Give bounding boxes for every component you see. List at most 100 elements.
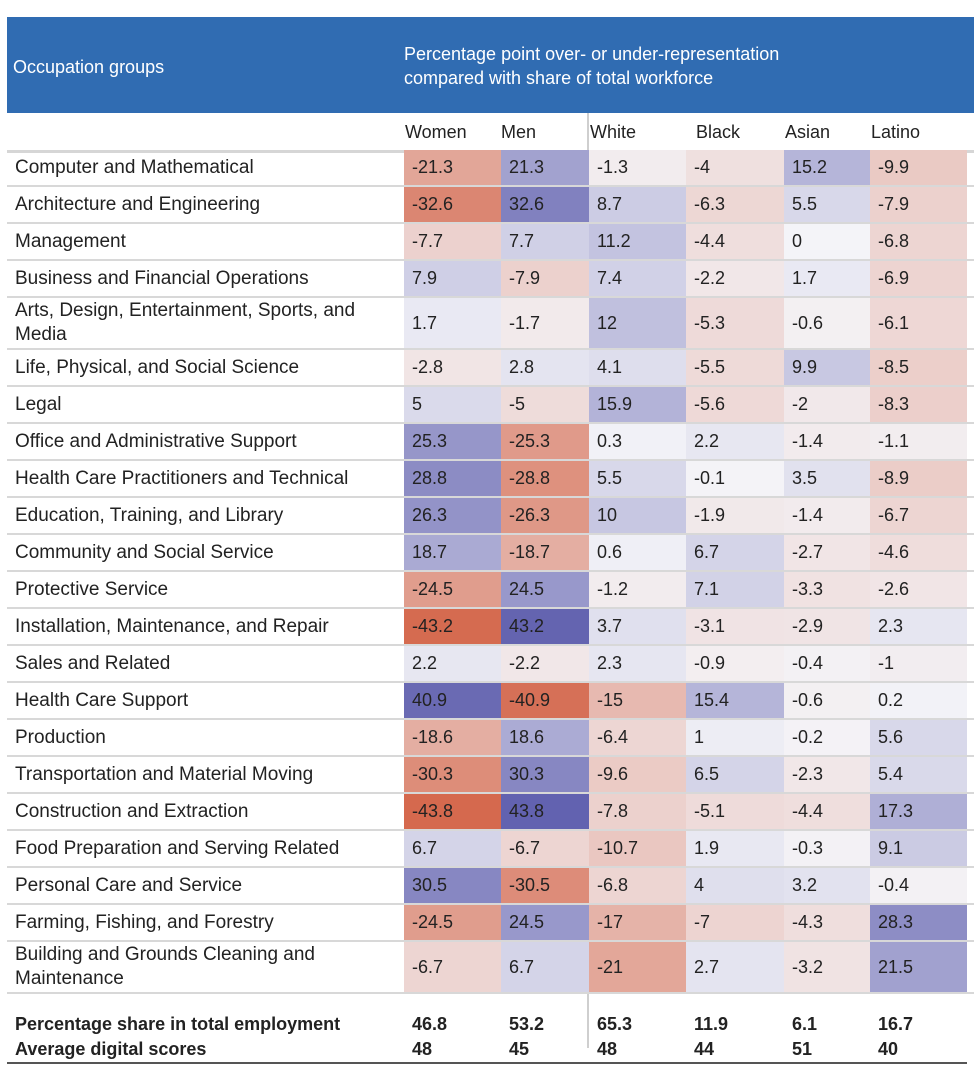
- table-row: Health Care Practitioners and Technical 2…: [7, 461, 974, 498]
- heatmap-cell-black: -3.1: [686, 609, 784, 644]
- heatmap-cell-latino: -8.9: [870, 461, 967, 496]
- heatmap-cell-latino: -1.1: [870, 424, 967, 459]
- heatmap-cell-men: 43.8: [501, 794, 589, 829]
- heatmap-cell-asian: 0: [784, 224, 870, 259]
- row-label: Community and Social Service: [15, 541, 274, 563]
- heatmap-cell-women: -7.7: [404, 224, 501, 259]
- heatmap-cell-men: -26.3: [501, 498, 589, 533]
- heatmap-cell-asian: -1.4: [784, 424, 870, 459]
- table-header-band: Occupation groups Percentage point over-…: [7, 17, 974, 113]
- heatmap-cell-asian: -2.9: [784, 609, 870, 644]
- heatmap-cell-black: 2.7: [686, 942, 784, 992]
- heatmap-cell-women: 18.7: [404, 535, 501, 570]
- heatmap-cell-black: -0.9: [686, 646, 784, 681]
- table-row: Protective Service -24.5 24.5 -1.2 7.1 -3.3 -2…: [7, 572, 974, 609]
- row-label: Architecture and Engineering: [15, 193, 261, 215]
- occupation-groups-header: Occupation groups: [13, 57, 165, 77]
- heatmap-cell-men: -2.2: [501, 646, 589, 681]
- summary-value-asian: 6.1: [792, 1014, 818, 1034]
- heatmap-cell-men: 43.2: [501, 609, 589, 644]
- column-header-white: White: [590, 122, 637, 142]
- heatmap-cell-black: -1.9: [686, 498, 784, 533]
- row-label: Management: [15, 230, 126, 252]
- heatmap-cell-women: -18.6: [404, 720, 501, 755]
- summary-value-latino: 40: [878, 1039, 899, 1059]
- heatmap-cell-men: -40.9: [501, 683, 589, 718]
- heatmap-cell-black: -2.2: [686, 261, 784, 296]
- heatmap-cell-women: 28.8: [404, 461, 501, 496]
- heatmap-cell-black: 1.9: [686, 831, 784, 866]
- table-row: Transportation and Material Moving -30.3 3…: [7, 757, 974, 794]
- summary-label: Percentage share in total employment: [15, 1014, 341, 1034]
- summary-value-white: 65.3: [597, 1014, 633, 1034]
- heatmap-cell-white: -15: [589, 683, 686, 718]
- table-row: Production -18.6 18.6 -6.4 1 -0.2 5.6: [7, 720, 974, 757]
- row-label: Life, Physical, and Social Science: [15, 356, 300, 378]
- heatmap-cell-men: 21.3: [501, 150, 589, 185]
- heatmap-cell-latino: 9.1: [870, 831, 967, 866]
- heatmap-cell-white: 0.6: [589, 535, 686, 570]
- row-label: Transportation and Material Moving: [15, 763, 314, 785]
- table-row: Computer and Mathematical -21.3 21.3 -1.3 -4…: [7, 150, 974, 187]
- table-row: Construction and Extraction -43.8 43.8 -7.8…: [7, 794, 974, 831]
- row-label: Personal Care and Service: [15, 874, 243, 896]
- heatmap-cell-black: -6.3: [686, 187, 784, 222]
- table-row: Community and Social Service 18.7 -18.7 0.6…: [7, 535, 974, 572]
- heatmap-cell-asian: -2: [784, 387, 870, 422]
- heatmap-cell-black: 7.1: [686, 572, 784, 607]
- heatmap-cell-men: -1.7: [501, 298, 589, 348]
- column-header-men: Men: [501, 122, 537, 142]
- bottom-rule: [7, 1062, 967, 1064]
- heatmap-cell-men: -6.7: [501, 831, 589, 866]
- row-label: Health Care Support: [15, 689, 189, 711]
- heatmap-cell-white: -1.2: [589, 572, 686, 607]
- heatmap-cell-black: 1: [686, 720, 784, 755]
- heatmap-cell-black: -4.4: [686, 224, 784, 259]
- table-row: Building and Grounds Cleaning and Mainte…: [7, 942, 974, 994]
- summary-value-men: 45: [509, 1039, 530, 1059]
- heatmap-cell-women: -24.5: [404, 905, 501, 940]
- table-row: Sales and Related 2.2 -2.2 2.3 -0.9 -0.4 -1: [7, 646, 974, 683]
- heatmap-cell-women: -21.3: [404, 150, 501, 185]
- table-row: Architecture and Engineering -32.6 32.6 8.7…: [7, 187, 974, 224]
- heatmap-cell-men: -28.8: [501, 461, 589, 496]
- heatmap-cell-white: 2.3: [589, 646, 686, 681]
- heatmap-cell-women: -43.2: [404, 609, 501, 644]
- heatmap-cell-men: -18.7: [501, 535, 589, 570]
- heatmap-cell-women: 40.9: [404, 683, 501, 718]
- summary-value-latino: 16.7: [878, 1014, 914, 1034]
- heatmap-cell-latino: -6.7: [870, 498, 967, 533]
- table-row: Life, Physical, and Social Science -2.8 2.…: [7, 350, 974, 387]
- heatmap-cell-men: 32.6: [501, 187, 589, 222]
- heatmap-cell-white: -17: [589, 905, 686, 940]
- heatmap-cell-latino: -4.6: [870, 535, 967, 570]
- heatmap-cell-black: 6.5: [686, 757, 784, 792]
- heatmap-cell-asian: 15.2: [784, 150, 870, 185]
- heatmap-cell-latino: -6.1: [870, 298, 967, 348]
- heatmap-cell-women: -30.3: [404, 757, 501, 792]
- heatmap-cell-white: -9.6: [589, 757, 686, 792]
- heatmap-cell-asian: -3.2: [784, 942, 870, 992]
- heatmap-cell-white: -10.7: [589, 831, 686, 866]
- heatmap-cell-white: 10: [589, 498, 686, 533]
- heatmap-cell-latino: -8.5: [870, 350, 967, 385]
- summary-value-asian: 51: [792, 1039, 813, 1059]
- heatmap-cell-latino: -2.6: [870, 572, 967, 607]
- heatmap-cell-latino: 2.3: [870, 609, 967, 644]
- heatmap-cell-latino: 5.4: [870, 757, 967, 792]
- heatmap-cell-latino: -6.9: [870, 261, 967, 296]
- row-label: Arts, Design, Entertainment, Sports, and…: [15, 300, 356, 345]
- heatmap-cell-white: 15.9: [589, 387, 686, 422]
- table-row: Office and Administrative Support 25.3 -25…: [7, 424, 974, 461]
- heatmap-cell-asian: 9.9: [784, 350, 870, 385]
- table-row: Business and Financial Operations 7.9 -7.9…: [7, 261, 974, 298]
- heatmap-cell-black: 6.7: [686, 535, 784, 570]
- heatmap-cell-asian: 1.7: [784, 261, 870, 296]
- heatmap-cell-women: 25.3: [404, 424, 501, 459]
- heatmap-cell-men: -5: [501, 387, 589, 422]
- summary-value-women: 46.8: [412, 1014, 448, 1034]
- subtitle: Percentage point over- or under-represen…: [404, 42, 779, 90]
- heatmap-cell-men: 7.7: [501, 224, 589, 259]
- row-label: Farming, Fishing, and Forestry: [15, 911, 274, 933]
- heatmap-cell-black: 2.2: [686, 424, 784, 459]
